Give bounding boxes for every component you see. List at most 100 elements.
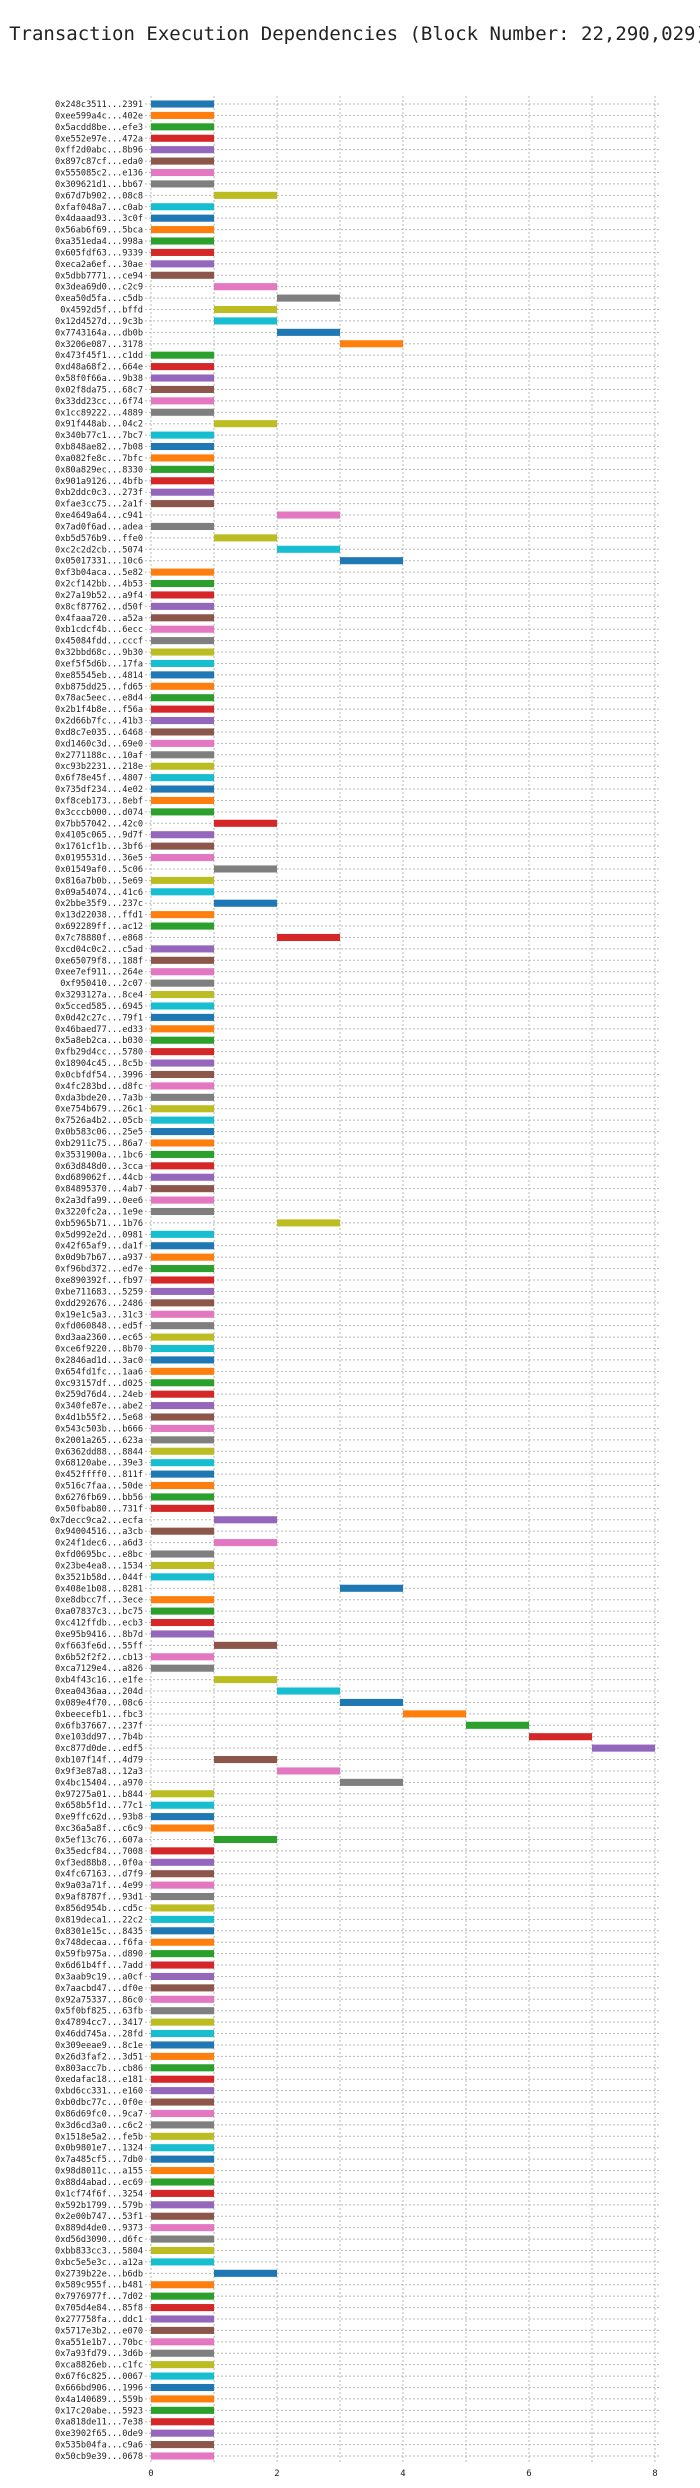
transaction-bar: [151, 2109, 214, 2118]
transaction-bar: [277, 511, 340, 519]
transaction-bar: [151, 500, 214, 508]
y-tick-label: 0x605fdf63...9339: [55, 248, 143, 258]
y-tick-label: 0xd689062f...44cb: [55, 1173, 143, 1183]
y-tick-label: 0xa818de11...7e38: [55, 2418, 143, 2428]
transaction-bar: [151, 442, 214, 451]
transaction-bar: [151, 488, 214, 496]
transaction-bar: [214, 899, 277, 907]
transaction-bar: [277, 328, 340, 336]
transaction-bar: [214, 305, 277, 314]
y-tick-label: 0x856d954b...cd5c: [55, 1904, 143, 1914]
y-tick-label: 0x7ad0f6ad...adea: [55, 522, 143, 532]
y-tick-label: 0x4bc15404...a970: [55, 1778, 143, 1788]
y-tick-label: 0x3293127a...8ce4: [55, 991, 143, 1001]
y-tick-label: 0xb1cdcf4b...6ecc: [55, 625, 143, 635]
y-tick-label: 0xf3b04aca...5e82: [55, 568, 143, 578]
y-tick-label: 0x3220fc2a...1e9e: [55, 1207, 143, 1217]
transaction-bar: [214, 283, 277, 291]
transaction-bar: [151, 1070, 214, 1079]
y-tick-label: 0xd56d3090...d6fc: [55, 2235, 143, 2245]
transaction-bar: [151, 2189, 214, 2197]
y-tick-label: 0xe3902f65...0de9: [55, 2429, 143, 2439]
y-tick-label: 0xe103dd97...7b4b: [55, 1733, 143, 1743]
transaction-bar: [151, 2429, 214, 2437]
y-tick-label: 0x2bbe35f9...237c: [55, 899, 143, 909]
y-tick-label: 0x0cbfdf54...3996: [55, 1070, 143, 1080]
transaction-bar: [151, 1413, 214, 1421]
transaction-bar: [151, 637, 214, 645]
transaction-bar: [151, 831, 214, 839]
x-tick-label: 2: [274, 2469, 279, 2479]
y-tick-label: 0x2cf142bb...4b53: [55, 580, 143, 590]
y-tick-label: 0x78ac5eec...e8d4: [55, 694, 143, 704]
y-tick-label: 0x803acc7b...cb86: [55, 2064, 143, 2074]
y-tick-label: 0xff2d0abc...8b96: [55, 146, 143, 156]
transaction-bar: [214, 317, 277, 325]
transaction-bar: [151, 1013, 214, 1021]
transaction-bar: [151, 842, 214, 850]
transaction-bar: [151, 146, 214, 154]
transaction-bar: [151, 1961, 214, 1969]
y-tick-label: 0xce6f9220...8b70: [55, 1345, 143, 1355]
y-tick-label: 0xee599a4c...402e: [55, 111, 143, 121]
transaction-bar: [277, 1219, 340, 1227]
transaction-bar: [151, 1036, 214, 1044]
y-tick-label: 0x555085c2...e136: [55, 169, 143, 179]
transaction-bar: [151, 911, 214, 919]
chart-title: Transaction Execution Dependencies (Bloc…: [9, 23, 700, 45]
y-tick-label: 0x309eeae9...8c1e: [55, 2041, 143, 2051]
y-tick-label: 0xfb29d4cc...5780: [55, 1048, 143, 1058]
y-tick-label: 0x4fc67163...d7f9: [55, 1870, 143, 1880]
y-tick-label: 0xef5f5d6b...17fa: [55, 659, 143, 669]
y-tick-label: 0x816a7b0b...5e69: [55, 876, 143, 886]
transaction-bar: [151, 226, 214, 234]
transaction-bar: [151, 203, 214, 211]
transaction-bar: [151, 248, 214, 256]
transaction-bar: [151, 1287, 214, 1295]
y-tick-label: 0xf3ed88b8...0f0a: [55, 1858, 143, 1868]
transaction-bar: [151, 1128, 214, 1136]
x-tick-label: 6: [526, 2469, 531, 2479]
transaction-bar: [151, 1105, 214, 1113]
y-tick-label: 0x735df234...4e02: [55, 785, 143, 795]
transaction-bar: [151, 2304, 214, 2312]
transaction-bar: [151, 1653, 214, 1661]
transaction-bar: [151, 2064, 214, 2072]
y-tick-label: 0x9af8787f...93d1: [55, 1893, 143, 1903]
y-tick-label: 0xee7ef911...264e: [55, 968, 143, 978]
transaction-bar: [151, 1276, 214, 1284]
y-tick-label: 0xe9ffc62d...93b8: [55, 1813, 143, 1823]
y-tick-label: 0x309621d1...bb67: [55, 180, 143, 190]
transaction-bar: [151, 1185, 214, 1193]
transaction-bar: [151, 1504, 214, 1512]
transaction-bar: [151, 385, 214, 393]
y-tick-label: 0x5cced585...6945: [55, 1002, 143, 1012]
y-tick-label: 0x7bb57042...42c0: [55, 819, 143, 829]
transaction-bar: [151, 2007, 214, 2015]
y-tick-label: 0xda3bde20...7a3b: [55, 1093, 143, 1103]
transaction-bar: [151, 465, 214, 473]
y-tick-label: 0x32bbd68c...9b30: [55, 648, 143, 658]
transaction-bar: [151, 1116, 214, 1124]
transaction-bar: [151, 1173, 214, 1181]
transaction-bar: [151, 2030, 214, 2038]
transaction-bar: [151, 2338, 214, 2346]
transaction-bar: [151, 1299, 214, 1307]
y-tick-label: 0x0195531d...36e5: [55, 854, 143, 864]
transaction-bar: [151, 2041, 214, 2049]
y-tick-label: 0x0d42c27c...79f1: [55, 1013, 143, 1023]
y-tick-label: 0xe4649a64...c941: [55, 511, 143, 521]
transaction-bar: [151, 1139, 214, 1147]
x-tick-labels: 0 2 4 6 8: [148, 2469, 657, 2479]
y-tick-label: 0x80a829ec...8330: [55, 465, 143, 475]
y-tick-label: 0x63d848d0...3cca: [55, 1162, 143, 1172]
transaction-bar: [151, 1230, 214, 1238]
transaction-bar: [151, 2383, 214, 2392]
transaction-bar: [151, 2075, 214, 2083]
transaction-bar: [151, 1561, 214, 1569]
y-tick-label: 0x9f3e87a8...12a3: [55, 1767, 143, 1777]
y-tick-label: 0x2e00b747...53f1: [55, 2212, 143, 2222]
transaction-bar: [151, 2167, 214, 2175]
